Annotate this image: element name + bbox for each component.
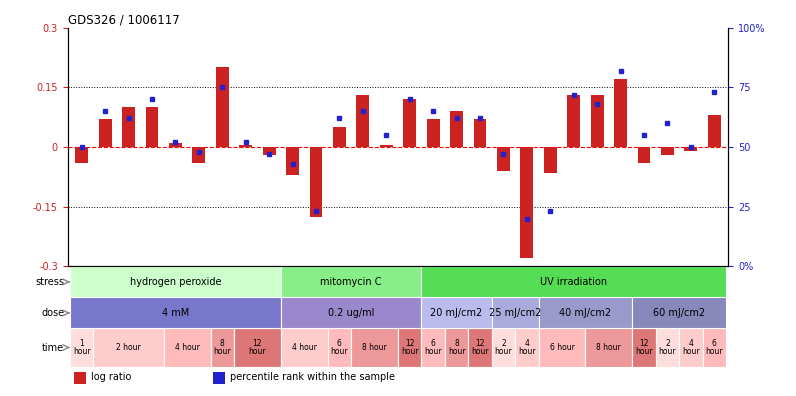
Bar <box>591 95 603 147</box>
Text: 8 hour: 8 hour <box>596 343 621 352</box>
Bar <box>240 145 252 147</box>
Text: 12
hour: 12 hour <box>635 339 653 356</box>
Bar <box>656 328 679 367</box>
Bar <box>632 328 656 367</box>
Bar <box>492 328 515 367</box>
Bar <box>679 328 703 367</box>
Text: 8 hour: 8 hour <box>362 343 387 352</box>
Bar <box>310 147 322 217</box>
Text: 25 mJ/cm2: 25 mJ/cm2 <box>489 308 541 318</box>
Bar <box>193 147 205 163</box>
Text: stress: stress <box>35 277 64 287</box>
Text: 0.2 ug/ml: 0.2 ug/ml <box>328 308 374 318</box>
Text: 2 hour: 2 hour <box>116 343 141 352</box>
Bar <box>703 328 726 367</box>
Text: hydrogen peroxide: hydrogen peroxide <box>130 277 221 287</box>
Text: 1
hour: 1 hour <box>73 339 91 356</box>
Bar <box>398 328 421 367</box>
Bar <box>380 145 392 147</box>
Bar <box>539 297 632 328</box>
Bar <box>492 297 539 328</box>
Bar <box>333 127 346 147</box>
Bar <box>427 119 439 147</box>
Text: 4
hour: 4 hour <box>518 339 536 356</box>
Bar <box>216 67 228 147</box>
Bar <box>351 328 398 367</box>
Bar <box>70 328 93 367</box>
Bar <box>421 297 492 328</box>
Text: UV irradiation: UV irradiation <box>540 277 607 287</box>
Bar <box>497 147 510 171</box>
Bar <box>122 107 135 147</box>
Bar <box>585 328 632 367</box>
Text: 12
hour: 12 hour <box>471 339 489 356</box>
Bar <box>281 328 328 367</box>
Text: 20 mJ/cm2: 20 mJ/cm2 <box>431 308 482 318</box>
Bar <box>421 267 726 297</box>
Bar <box>169 143 181 147</box>
Bar <box>99 119 111 147</box>
Bar <box>685 147 697 151</box>
Bar <box>468 328 492 367</box>
Bar <box>404 99 416 147</box>
Bar <box>70 267 281 297</box>
Bar <box>568 95 580 147</box>
Text: mitomycin C: mitomycin C <box>321 277 382 287</box>
Text: log ratio: log ratio <box>91 372 131 383</box>
Bar <box>708 115 720 147</box>
Text: 4 hour: 4 hour <box>174 343 200 352</box>
Bar <box>539 328 585 367</box>
Bar <box>164 328 211 367</box>
Text: 6 hour: 6 hour <box>549 343 575 352</box>
Bar <box>632 297 726 328</box>
Text: 4
hour: 4 hour <box>682 339 700 356</box>
Bar <box>234 328 281 367</box>
Text: GDS326 / 1006117: GDS326 / 1006117 <box>68 13 179 27</box>
Bar <box>474 119 486 147</box>
Text: 12
hour: 12 hour <box>401 339 419 356</box>
Bar <box>70 297 281 328</box>
Text: 6
hour: 6 hour <box>424 339 442 356</box>
Bar <box>615 80 627 147</box>
Bar <box>281 297 421 328</box>
Text: 2
hour: 2 hour <box>494 339 513 356</box>
Bar <box>445 328 468 367</box>
Bar <box>515 328 539 367</box>
Text: 6
hour: 6 hour <box>330 339 348 356</box>
Bar <box>286 147 299 175</box>
Bar <box>263 147 275 155</box>
Bar <box>544 147 556 173</box>
Text: 2
hour: 2 hour <box>658 339 677 356</box>
Bar <box>213 372 225 384</box>
Text: 60 mJ/cm2: 60 mJ/cm2 <box>653 308 705 318</box>
Bar <box>76 147 88 163</box>
Text: 40 mJ/cm2: 40 mJ/cm2 <box>560 308 611 318</box>
Text: 4 hour: 4 hour <box>292 343 317 352</box>
Bar <box>146 107 158 147</box>
Text: 12
hour: 12 hour <box>248 339 266 356</box>
Text: 4 mM: 4 mM <box>162 308 189 318</box>
Bar <box>74 372 86 384</box>
Bar <box>281 267 421 297</box>
Bar <box>638 147 650 163</box>
Bar <box>450 111 463 147</box>
Text: 6
hour: 6 hour <box>705 339 723 356</box>
Text: 8
hour: 8 hour <box>448 339 466 356</box>
Text: dose: dose <box>41 308 64 318</box>
Bar <box>328 328 351 367</box>
Text: time: time <box>42 343 64 352</box>
Bar <box>357 95 369 147</box>
Text: percentile rank within the sample: percentile rank within the sample <box>229 372 395 383</box>
Bar <box>421 328 445 367</box>
Bar <box>211 328 234 367</box>
Bar <box>661 147 674 155</box>
Bar <box>521 147 533 259</box>
Text: 8
hour: 8 hour <box>213 339 231 356</box>
Bar <box>93 328 164 367</box>
